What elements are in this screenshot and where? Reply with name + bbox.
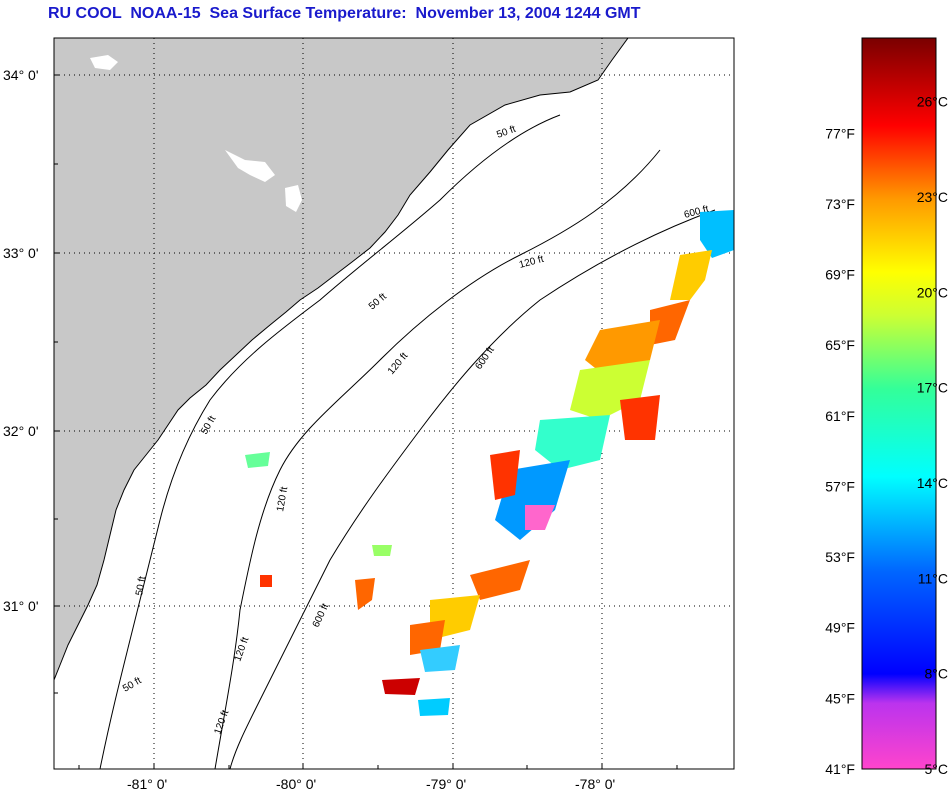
land-mass (54, 38, 629, 681)
inland-lake (285, 185, 302, 212)
sst-patch (470, 560, 530, 600)
lon-label: -78° 0' (575, 776, 615, 792)
sst-patch (245, 452, 270, 468)
celsius-labels: 26°C 23°C 20°C 17°C 14°C 11°C 8°C 5°C (917, 94, 948, 777)
colorbar-celsius-label: 20°C (917, 284, 948, 300)
sst-patch (700, 210, 734, 258)
colorbar-fahrenheit-label: 73°F (825, 196, 855, 212)
lon-label: -80° 0' (276, 776, 316, 792)
bathymetry-contours (99, 114, 716, 769)
latitude-labels: 34° 0' 33° 0' 32° 0' 31° 0' (3, 67, 39, 614)
sst-patch (420, 645, 460, 672)
sst-patch (355, 578, 375, 610)
colorbar-fahrenheit-label: 57°F (825, 478, 855, 494)
sst-patch (525, 505, 555, 530)
colorbar-celsius-label: 26°C (917, 94, 948, 110)
sst-patch (670, 250, 712, 300)
lat-label: 31° 0' (3, 598, 39, 614)
colorbar-celsius-label: 14°C (917, 475, 948, 491)
lat-label: 32° 0' (3, 423, 39, 439)
colorbar-fahrenheit-label: 69°F (825, 267, 855, 283)
lat-label: 33° 0' (3, 245, 39, 261)
sst-patch (418, 698, 450, 716)
sst-patch (535, 415, 610, 470)
map-frame (53, 37, 735, 770)
lon-label: -81° 0' (127, 776, 167, 792)
sst-patch (372, 545, 392, 556)
sst-patch (585, 320, 660, 380)
sst-patch (620, 395, 660, 440)
colorbar-fahrenheit-label: 77°F (825, 125, 855, 141)
contour-120ft (214, 149, 661, 769)
sst-swath (245, 210, 734, 716)
temperature-colorbar: 77°F 73°F 69°F 65°F 61°F 57°F 53°F 49°F 45°F 41°F… (825, 37, 948, 777)
colorbar-celsius-label: 17°C (917, 380, 948, 396)
sst-patch (260, 575, 272, 587)
lon-label: -79° 0' (426, 776, 466, 792)
inland-lake (90, 55, 118, 70)
inland-lake (225, 150, 275, 182)
colorbar-fahrenheit-label: 41°F (825, 761, 855, 777)
longitude-labels: -81° 0' -80° 0' -79° 0' -78° 0' (127, 776, 615, 792)
colorbar-fahrenheit-label: 65°F (825, 337, 855, 353)
sst-patch (410, 620, 445, 655)
lat-label: 34° 0' (3, 67, 39, 83)
colorbar-gradient (861, 37, 937, 770)
colorbar-celsius-label: 23°C (917, 189, 948, 205)
colorbar-celsius-label: 5°C (925, 761, 949, 777)
colorbar-fahrenheit-label: 53°F (825, 549, 855, 565)
colorbar-celsius-label: 11°C (918, 570, 948, 586)
contour-600ft (229, 209, 716, 769)
contour-50ft (99, 114, 561, 769)
svg-text:120 ft: 120 ft (275, 486, 290, 513)
colorbar-fahrenheit-label: 45°F (825, 690, 855, 706)
sst-patch (382, 678, 420, 695)
colorbar-fahrenheit-label: 61°F (825, 408, 855, 424)
fahrenheit-labels: 77°F 73°F 69°F 65°F 61°F 57°F 53°F 49°F 45°F 41°F (825, 125, 855, 777)
contour-labels: 50 ft 120 ft 600 ft 50 ft 120 ft 600 ft … (121, 124, 710, 736)
axis-ticks (54, 74, 678, 769)
map-panel: 50 ft 120 ft 600 ft 50 ft 120 ft 600 ft … (3, 37, 735, 792)
colorbar-fahrenheit-label: 49°F (825, 620, 855, 636)
sst-patch (490, 450, 520, 500)
map-title: RU COOL NOAA-15 Sea Surface Temperature:… (48, 5, 641, 22)
sst-patch (650, 300, 690, 345)
svg-text:50 ft: 50 ft (134, 575, 148, 596)
colorbar-celsius-label: 8°C (925, 666, 949, 682)
